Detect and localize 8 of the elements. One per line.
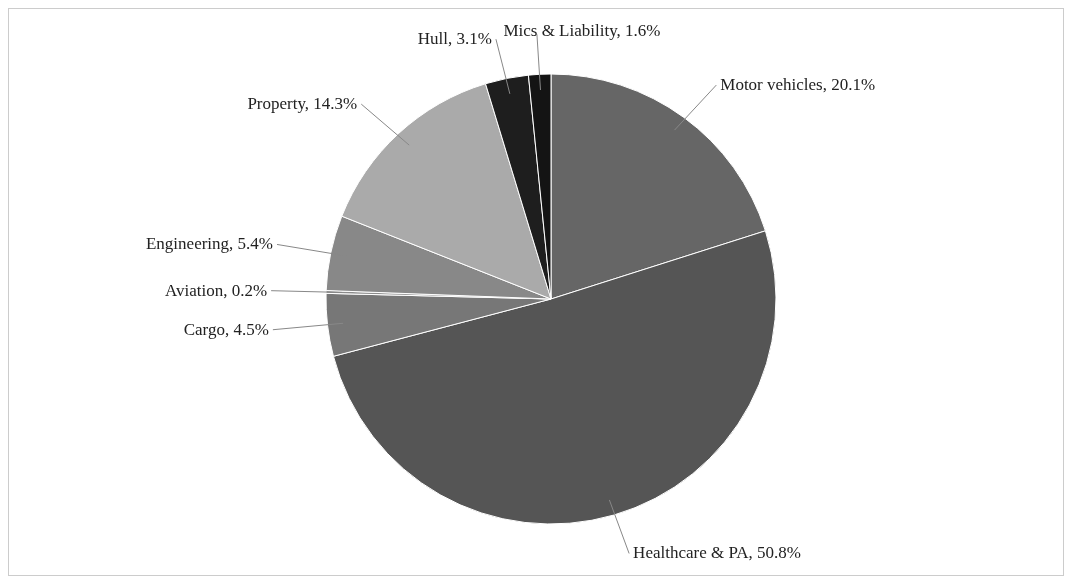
slice-label: Motor vehicles, 20.1% <box>720 75 876 95</box>
slice-label: Hull, 3.1% <box>417 29 492 49</box>
slice-label: Property, 14.3% <box>247 94 358 114</box>
slice-label: Healthcare & PA, 50.8% <box>633 543 802 563</box>
slice-label: Mics & Liability, 1.6% <box>503 21 661 41</box>
slice-label: Engineering, 5.4% <box>146 234 273 254</box>
slice-label: Aviation, 0.2% <box>164 280 268 300</box>
slice-label: Cargo, 4.5% <box>183 319 269 339</box>
